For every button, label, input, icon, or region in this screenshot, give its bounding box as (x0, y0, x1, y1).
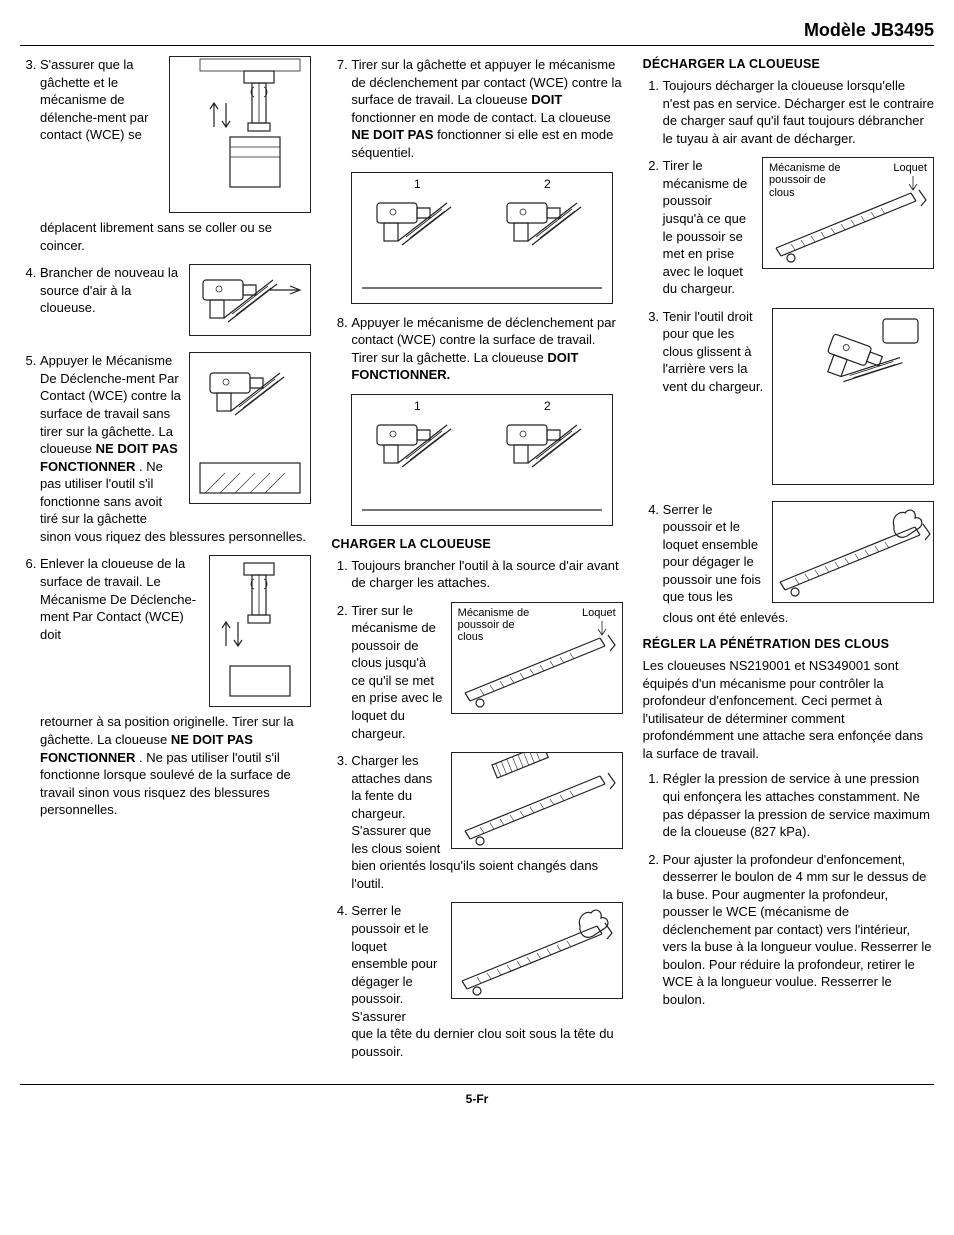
text: fonctionner en mode de contact. La cloue… (351, 110, 610, 125)
figure-step-1-2-contact-icon: 1 2 (351, 172, 613, 304)
heading-decharger: DÉCHARGER LA CLOUEUSE (643, 56, 934, 73)
text: Tirer le mécanisme de poussoir jusqu'à c… (663, 158, 748, 296)
list-item: Appuyer le Mécanisme De Déclenche-ment P… (40, 352, 311, 545)
text: bien orientés losqu'ils soient changés d… (351, 858, 598, 891)
text: S'assurer que la gâchette et le mécanism… (40, 57, 148, 142)
figure-load-strip-icon (451, 752, 623, 849)
text-bold: NE DOIT PAS (351, 127, 433, 142)
figure-step-1-2-fire-icon: 1 2 (351, 394, 613, 526)
list-item: Appuyer le mécanisme de déclenchement pa… (351, 314, 622, 384)
list-item: Toujours brancher l'outil à la source d'… (351, 557, 622, 592)
text: Serrer le poussoir et le loquet ensemble… (663, 502, 761, 605)
figure-label: 1 (414, 398, 421, 414)
text: Brancher de nouveau la source d'air à la… (40, 265, 178, 315)
list-item: Tenir l'outil droit pour que les clous g… (663, 308, 934, 491)
figure-magazine-latch-icon: Mécanisme de poussoir de clous Loquet (762, 157, 934, 269)
list-item: Charger les attaches dans la fente du ch… (351, 752, 622, 892)
heading-charger: CHARGER LA CLOUEUSE (331, 536, 622, 553)
list-item: Mécanisme de poussoir de clous Loquet Ti… (351, 602, 622, 742)
text: Serrer le poussoir et le loquet ensemble… (351, 903, 437, 1023)
list-item: Régler la pression de service à une pres… (663, 770, 934, 840)
figure-annotation: Mécanisme de poussoir de clous (769, 162, 849, 198)
page: Modèle JB3495 S'assu (0, 0, 954, 1122)
paragraph: Les cloueuses NS219001 et NS349001 sont … (643, 657, 934, 762)
list-item: Brancher de nouveau la source d'air à la… (40, 264, 311, 342)
list-col2-b: Appuyer le mécanisme de déclenchement pa… (331, 314, 622, 384)
figure-reconnect-air-icon (189, 264, 311, 336)
figure-nailer-upright-icon (772, 308, 934, 485)
list-col2-a: Tirer sur la gâchette et appuyer le méca… (331, 56, 622, 161)
list-decharger: Toujours décharger la cloueuse lorsqu'el… (643, 77, 934, 626)
list-col1-c: Appuyer le Mécanisme De Déclenche-ment P… (20, 352, 311, 545)
list-item: Pour ajuster la profondeur d'enfoncement… (663, 851, 934, 1009)
figure-lift-nailer-icon (209, 555, 311, 707)
list-col1-b: Brancher de nouveau la source d'air à la… (20, 264, 311, 342)
page-footer: 5-Fr (20, 1084, 934, 1107)
text: que la tête du dernier clou soit sous la… (351, 1026, 613, 1059)
list-regler: Régler la pression de service à une pres… (643, 770, 934, 1008)
column-1: S'assurer que la gâchette et le mécanism… (20, 56, 311, 1070)
list-item: Serrer le poussoir et le loquet ensemble… (663, 501, 934, 627)
list-col1-a: S'assurer que la gâchette et le mécanism… (20, 56, 311, 254)
heading-regler: RÉGLER LA PÉNÉTRATION DES CLOUS (643, 636, 934, 653)
figure-pinch-release-icon (451, 902, 623, 999)
list-charger: Toujours brancher l'outil à la source d'… (331, 557, 622, 1061)
text: Tirer sur le mécanisme de poussoir de cl… (351, 603, 442, 741)
list-item: Mécanisme de poussoir de clous Loquet Ti… (663, 157, 934, 297)
figure-annotation: Mécanisme de poussoir de clous (458, 607, 538, 643)
figure-pinch-release-icon (772, 501, 934, 603)
list-col1-d: Enlever la cloueuse de la surface de tra… (20, 555, 311, 818)
text: Tenir l'outil droit pour que les clous g… (663, 309, 763, 394)
list-item: Tirer sur la gâchette et appuyer le méca… (351, 56, 622, 161)
figure-wce-free-icon (169, 56, 311, 213)
text: Pour ajuster la profondeur d'enfoncement… (663, 852, 932, 1007)
figure-label: 2 (544, 176, 551, 192)
text: retourner à sa position originelle. Tire… (40, 714, 294, 747)
list-item: Enlever la cloueuse de la surface de tra… (40, 555, 311, 818)
columns: S'assurer que la gâchette et le mécanism… (20, 56, 934, 1070)
text: Toujours brancher l'outil à la source d'… (351, 558, 618, 591)
figure-annotation: Loquet (582, 607, 616, 619)
list-item: S'assurer que la gâchette et le mécanism… (40, 56, 311, 254)
figure-press-wce-icon (189, 352, 311, 504)
text: Enlever la cloueuse de la surface de tra… (40, 556, 196, 641)
figure-label: 1 (414, 176, 421, 192)
list-item: Serrer le poussoir et le loquet ensemble… (351, 902, 622, 1060)
text-bold: DOIT (531, 92, 562, 107)
text: clous ont été enlevés. (663, 610, 789, 625)
page-title: Modèle JB3495 (20, 18, 934, 46)
text: Tirer sur la gâchette et appuyer le méca… (351, 57, 621, 107)
figure-label: 2 (544, 398, 551, 414)
text: déplacent librement sans se coller ou se… (40, 220, 272, 253)
column-2: Tirer sur la gâchette et appuyer le méca… (331, 56, 622, 1070)
text: Régler la pression de service à une pres… (663, 771, 930, 839)
list-item: Toujours décharger la cloueuse lorsqu'el… (663, 77, 934, 147)
column-3: DÉCHARGER LA CLOUEUSE Toujours décharger… (643, 56, 934, 1070)
text: Charger les attaches dans la fente du ch… (351, 753, 440, 856)
text: Toujours décharger la cloueuse lorsqu'el… (663, 78, 934, 146)
figure-magazine-latch-icon: Mécanisme de poussoir de clous Loquet (451, 602, 623, 714)
figure-annotation: Loquet (893, 162, 927, 174)
